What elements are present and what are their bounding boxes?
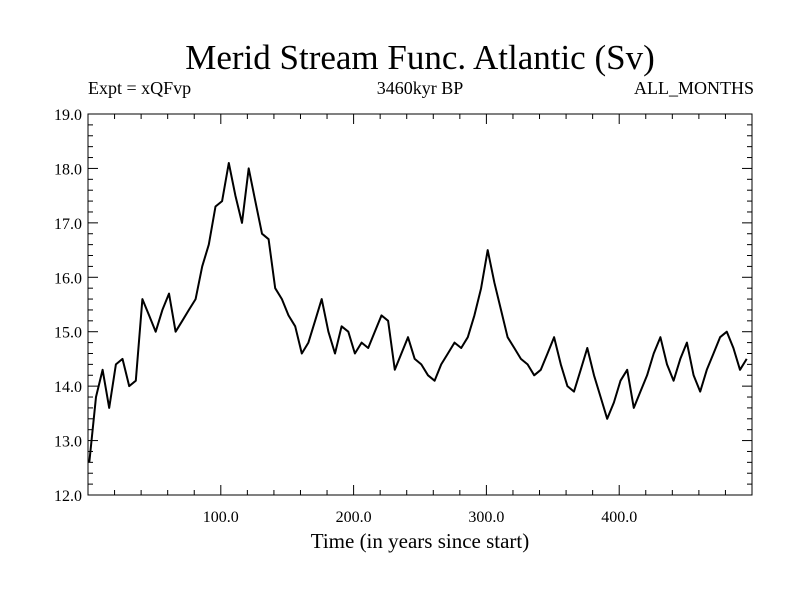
y-tick-label: 13.0	[54, 434, 82, 451]
x-tick-label: 400.0	[601, 509, 637, 526]
x-tick-label: 300.0	[468, 509, 504, 526]
y-tick-label: 12.0	[54, 488, 82, 505]
x-tick-label: 100.0	[203, 509, 239, 526]
x-axis-label: Time (in years since start)	[311, 529, 530, 553]
experiment-label: Expt = xQFvp	[88, 78, 192, 98]
plot-frame	[87, 113, 753, 496]
months-label: ALL_MONTHS	[634, 78, 754, 98]
x-tick-label: 200.0	[336, 509, 372, 526]
chart-title: Merid Stream Func. Atlantic (Sv)	[185, 38, 655, 77]
data-series-line	[88, 162, 748, 463]
axis-ticks	[88, 113, 752, 496]
period-label: 3460kyr BP	[376, 78, 464, 98]
y-tick-label: 19.0	[54, 107, 82, 124]
y-tick-label: 18.0	[54, 161, 82, 178]
axis-labels: 12.0 13.0 14.0 15.0 16.0 17.0 18.0 19.0 100.0 200…	[54, 107, 637, 526]
y-tick-label: 14.0	[54, 379, 82, 396]
y-tick-label: 15.0	[54, 325, 82, 342]
y-tick-label: 17.0	[54, 216, 82, 233]
y-tick-label: 16.0	[54, 270, 82, 287]
